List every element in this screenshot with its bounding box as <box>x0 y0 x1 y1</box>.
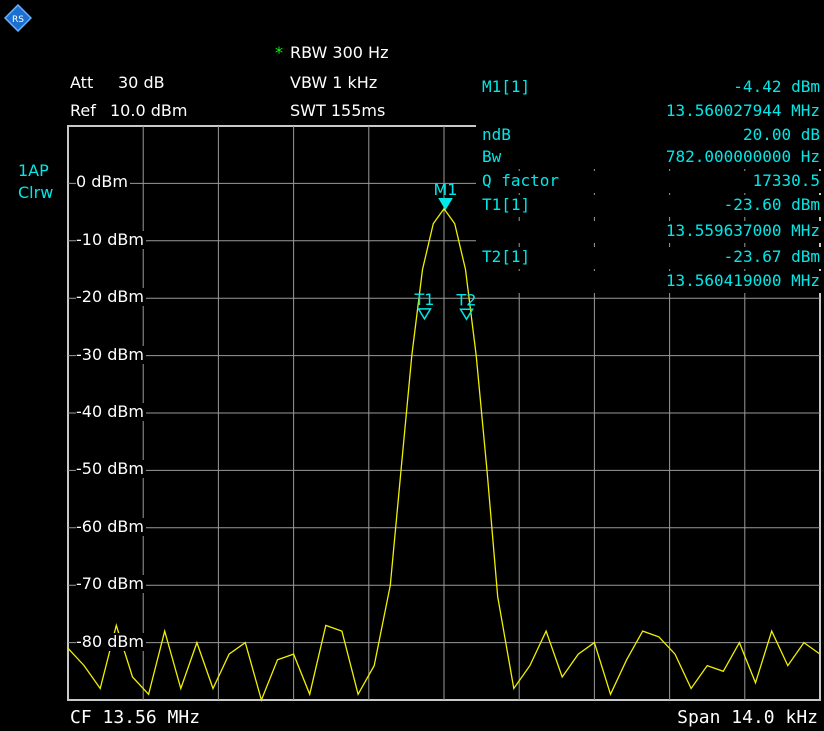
marker-table-row <box>476 147 822 169</box>
marker-table-value: 17330.5 <box>752 171 820 190</box>
marker-table-row <box>476 221 822 243</box>
marker-table-value: -23.60 dBm <box>723 195 820 214</box>
marker-layer: M1 T1 T2 <box>414 180 477 321</box>
bottom-bar <box>0 704 824 731</box>
marker-table-label: Q factor <box>482 171 560 190</box>
att-value: 30 dB <box>118 73 165 92</box>
vbw-readout: VBW 1 kHz <box>290 73 378 92</box>
marker-table-value: 13.560027944 MHz <box>665 101 820 120</box>
y-tick-label: -60 dBm <box>76 516 146 536</box>
marker-table-label: M1[1] <box>482 77 531 96</box>
y-tick-label: -20 dBm <box>76 287 146 307</box>
marker-table-value: -4.42 dBm <box>733 77 820 96</box>
rbw-star: * <box>275 43 283 62</box>
marker-table-row <box>476 271 822 293</box>
y-tick-label: -10 dBm <box>76 229 146 249</box>
trace-mode-1: 1AP <box>18 161 49 180</box>
y-tick-label: -70 dBm <box>76 574 146 594</box>
rohde-schwarz-logo-icon: RS <box>4 4 32 32</box>
y-tick-label: -30 dBm <box>76 344 146 364</box>
marker-table-label: T1[1] <box>482 195 531 214</box>
marker-table-row <box>476 77 822 99</box>
marker-table-label: T2[1] <box>482 247 531 266</box>
swt-readout: SWT 155ms <box>290 101 386 120</box>
span-readout: Span 14.0 kHz <box>677 707 818 728</box>
marker-table-value: 782.000000000 Hz <box>665 147 820 166</box>
y-tick-label: -40 dBm <box>76 402 146 421</box>
marker-table-label: Bw <box>482 147 502 166</box>
marker-table-value: 13.560419000 MHz <box>665 271 820 290</box>
marker-table-row <box>476 195 822 217</box>
marker-table-row <box>476 125 822 147</box>
att-label: Att <box>70 73 94 92</box>
y-tick-label: -50 dBm <box>76 459 146 479</box>
center-frequency: CF 13.56 MHz <box>70 707 201 728</box>
marker-table-row <box>476 247 822 269</box>
marker-t2-icon <box>459 308 474 321</box>
marker-table-row <box>476 101 822 123</box>
marker-m1-icon <box>438 198 453 211</box>
marker-table-value: -23.67 dBm <box>723 247 820 266</box>
marker-table-row <box>476 171 822 193</box>
marker-table-value: 20.00 dB <box>742 125 820 144</box>
marker-m1-label: M1 <box>434 180 458 199</box>
marker-table-label: ndB <box>482 125 511 144</box>
marker-table-value: 13.559637000 MHz <box>665 221 820 240</box>
ref-label: Ref <box>70 101 96 120</box>
marker-t1-label: T1 <box>414 290 435 309</box>
y-tick-label: -80 dBm <box>76 631 146 651</box>
trace-mode-2: Clrw <box>18 183 54 202</box>
rbw-readout: RBW 300 Hz <box>290 43 389 62</box>
marker-t2-label: T2 <box>456 290 477 309</box>
y-tick-label: 0 dBm <box>76 172 130 192</box>
svg-text:RS: RS <box>12 15 24 25</box>
spectrum-trace <box>67 207 821 703</box>
ref-value: 10.0 dBm <box>110 101 188 120</box>
marker-t1-icon <box>417 308 432 321</box>
